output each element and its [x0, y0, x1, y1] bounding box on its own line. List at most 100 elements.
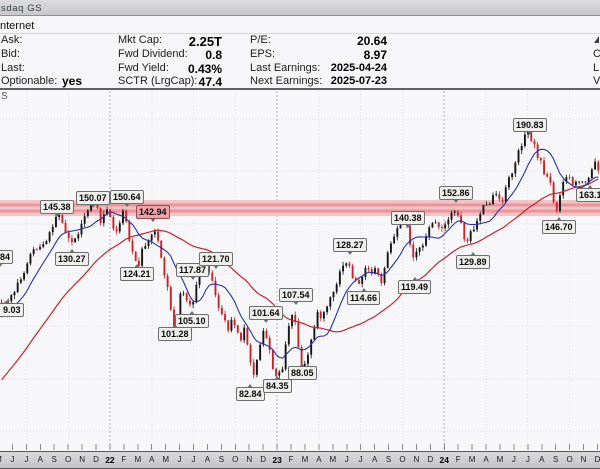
chart-corner-text: S	[1, 91, 8, 102]
price-callout: 88.05	[288, 363, 317, 380]
price-callout: 150.64	[110, 190, 144, 207]
next-earnings-value: 2025-07-23	[330, 75, 387, 87]
price-callout: 124.21	[120, 264, 154, 281]
x-axis-month-label: A	[37, 455, 43, 464]
fwd-yield-value: 0.43%	[187, 62, 222, 76]
x-axis-month-label: J	[525, 455, 530, 464]
x-axis-month-label: O	[232, 455, 239, 464]
price-callout: 119.49	[398, 277, 432, 294]
x-axis-month-label: A	[371, 455, 378, 464]
fundamentals-panel: nternet Ask: Bid: Last: Optionable: yes …	[0, 16, 600, 90]
mktcap-value: 2.25T	[188, 34, 222, 49]
fwd-dividend-value: 0.8	[205, 48, 222, 62]
x-axis-month-label: M	[329, 455, 337, 464]
x-axis-month-label: N	[79, 455, 85, 464]
long-moving-average-line	[1, 178, 599, 381]
price-callout: 190.83	[513, 118, 547, 135]
price-callout: 84.35	[263, 376, 292, 393]
price-callout: 105.10	[175, 311, 209, 328]
x-axis-month-label: M	[301, 455, 309, 464]
title-bar: sdaq GS	[0, 0, 600, 16]
x-axis-month-label: M	[162, 455, 169, 464]
price-callout: 121.70	[199, 252, 233, 269]
price-callout: 152.86	[439, 186, 473, 203]
bid-label: Bid:	[1, 48, 20, 60]
eps-value: 8.97	[363, 48, 387, 62]
x-axis-month-label: J	[10, 455, 15, 464]
x-axis-month-label: F	[455, 455, 461, 464]
price-callout: 163.1	[576, 185, 600, 202]
sctr-label: SCTR (LrgCap):	[118, 75, 198, 87]
fwd-yield-label: Fwd Yield:	[118, 62, 169, 74]
x-axis-month-label: J	[191, 455, 196, 464]
price-callout: 146.70	[542, 217, 576, 234]
x-axis-month-label: S	[553, 455, 559, 464]
price-callout: 129.89	[456, 252, 490, 269]
price-callout: 82.84	[236, 384, 265, 401]
industry-separator	[0, 33, 600, 34]
fwd-dividend-label: Fwd Dividend:	[118, 48, 188, 60]
last-earnings-label: Last Earnings:	[250, 62, 321, 74]
x-axis-month-label: O	[566, 455, 573, 464]
x-axis-month-label: M	[468, 455, 476, 464]
x-axis-month-label: N	[580, 455, 587, 464]
price-callout: 145.38	[40, 200, 74, 217]
price-callout: 130.27	[55, 249, 89, 266]
x-axis-month-label: M	[134, 455, 142, 464]
optionable-value: yes	[62, 74, 83, 88]
x-axis-month-label: J	[177, 455, 182, 464]
x-axis-month-label: J	[358, 455, 363, 464]
x-axis-month-label: D	[93, 455, 99, 464]
x-axis-month-label: A	[483, 455, 489, 464]
x-axis-month-label: S	[51, 455, 57, 464]
x-axis-month-label: A	[539, 455, 545, 464]
next-earnings-label: Next Earnings:	[250, 75, 323, 87]
x-axis-month-label: J	[511, 455, 516, 464]
x-axis-month-label: N	[413, 455, 420, 464]
price-callout: 9.03	[0, 300, 24, 317]
x-axis-month-label: D	[427, 455, 434, 464]
x-axis-year-label: 24	[439, 455, 449, 465]
price-callout: 107.54	[279, 288, 313, 305]
x-axis-year-label: 22	[105, 455, 115, 465]
optionable-label: Optionable:	[1, 75, 58, 87]
last-label: Last:	[1, 62, 25, 74]
cut-col-label-3: V	[593, 75, 600, 87]
x-axis-month-label: A	[204, 455, 211, 464]
x-axis-year-label: 23	[272, 455, 282, 465]
last-earnings-value: 2025-04-24	[330, 62, 387, 74]
x-axis-month-label: O	[399, 455, 406, 464]
x-axis-month-label: A	[316, 455, 322, 464]
cut-col-label-1: C	[593, 48, 600, 60]
x-axis-month-label: F	[288, 455, 294, 464]
price-callout: 128.27	[333, 238, 367, 255]
industry-label: nternet	[0, 20, 35, 32]
x-axis-month-label: S	[218, 455, 225, 464]
price-callout: 84	[0, 250, 14, 267]
x-axis-month-label: M	[0, 455, 7, 464]
sctr-value: 47.4	[198, 75, 222, 89]
x-axis-strip: MJJASOND22FMAMJJASOND23FMAMJJASOND24FMAM…	[0, 451, 600, 469]
x-axis-month-label: J	[344, 455, 349, 464]
mktcap-label: Mkt Cap:	[118, 34, 163, 46]
pe-value: 20.64	[356, 34, 387, 48]
month-ticks	[11, 444, 598, 450]
x-axis-month-label: F	[121, 455, 127, 464]
price-callout: 101.64	[249, 306, 283, 323]
cut-col-label-2: L	[593, 62, 600, 74]
price-callout: 140.38	[391, 211, 425, 228]
x-axis-month-label: J	[24, 455, 29, 464]
x-axis-month-label: O	[65, 455, 72, 464]
short-moving-average-line	[1, 148, 599, 359]
gridlines	[0, 91, 600, 450]
eps-label: EPS:	[250, 48, 276, 60]
window-title: sdaq GS	[1, 3, 43, 14]
price-callout: 142.94	[136, 205, 170, 222]
pe-label: P/E:	[250, 34, 271, 46]
x-axis-month-label: N	[246, 455, 253, 464]
price-callout: 101.28	[158, 324, 192, 341]
x-axis-month-label: D	[260, 455, 267, 464]
